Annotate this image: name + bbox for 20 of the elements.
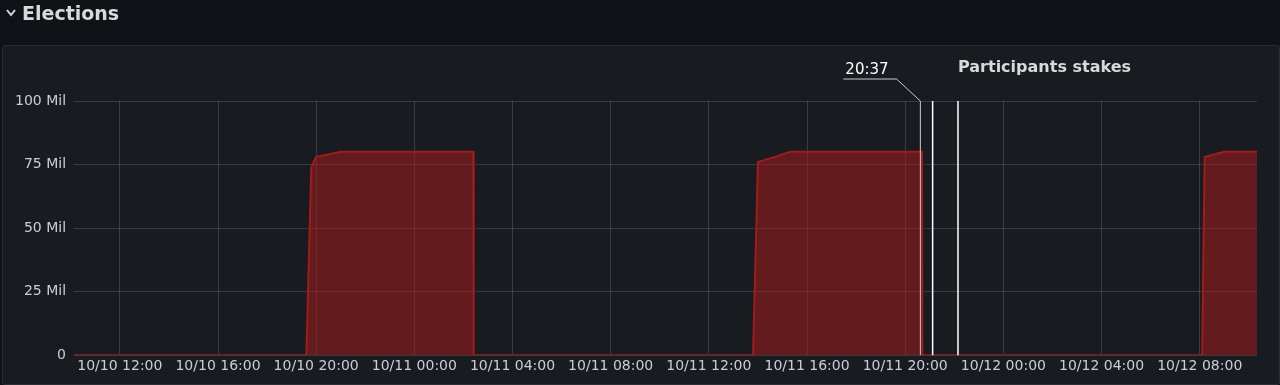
ref-line-label: 20:37	[845, 60, 889, 79]
x-tick-label: 10/12 04:00	[1058, 357, 1145, 374]
x-tick-label: 10/11 08:00	[568, 357, 654, 374]
x-tick-label: 10/11 00:00	[371, 357, 457, 374]
y-tick-label: 50 Mil	[23, 218, 67, 235]
chart-title: Participants stakes	[958, 57, 1132, 76]
x-tick-label: 10/12 08:00	[1157, 357, 1243, 374]
y-tick-label: 0	[57, 345, 67, 362]
x-tick-label: 10/10 16:00	[175, 357, 261, 374]
x-tick-label: 10/11 12:00	[666, 357, 752, 374]
y-tick-label: 100 Mil	[15, 91, 67, 108]
y-tick-label: 75 Mil	[23, 155, 67, 172]
x-tick-label: 10/11 04:00	[469, 357, 556, 374]
x-tick-label: 10/10 20:00	[273, 357, 359, 374]
x-tick-label: 10/11 20:00	[862, 357, 948, 374]
x-tick-label: 10/12 00:00	[960, 357, 1046, 374]
x-tick-label: 10/11 16:00	[764, 357, 850, 374]
x-tick-label: 10/10 12:00	[77, 357, 163, 374]
text: Elections	[22, 2, 120, 24]
y-tick-label: 25 Mil	[23, 282, 67, 299]
